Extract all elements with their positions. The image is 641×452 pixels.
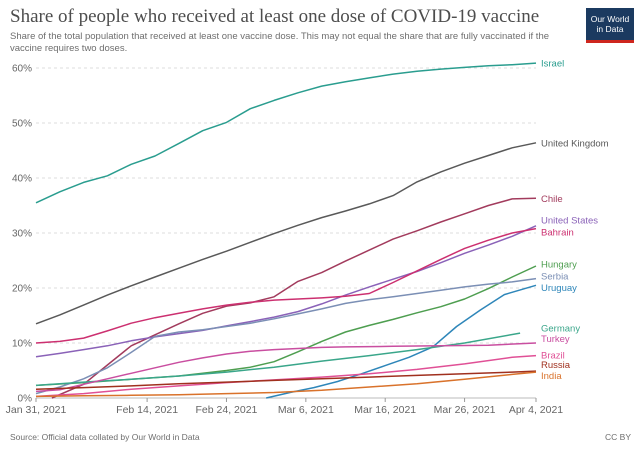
series-line — [35, 225, 537, 358]
series-line — [35, 62, 537, 204]
x-tick-label: Apr 4, 2021 — [509, 404, 563, 416]
x-tick-label: Feb 14, 2021 — [116, 404, 178, 416]
x-tick-label: Jan 31, 2021 — [6, 404, 67, 416]
y-tick-label: 40% — [12, 174, 32, 185]
y-tick-label: 20% — [12, 284, 32, 295]
series-end-label: Israel — [541, 59, 564, 70]
series-line — [35, 277, 537, 395]
series-end-label: Hungary — [541, 259, 577, 270]
series-line — [35, 332, 521, 387]
series-end-label: Russia — [541, 360, 571, 371]
source-note: Source: Official data collated by Our Wo… — [10, 432, 200, 442]
series-line — [35, 342, 537, 393]
logo-line-1: Our World — [590, 14, 630, 24]
series-line — [35, 371, 537, 398]
series-end-label: Turkey — [541, 334, 570, 345]
series-end-label: Germany — [541, 324, 580, 335]
series-line — [51, 197, 537, 399]
series-end-label: Brazil — [541, 351, 565, 362]
chart-title: Share of people who received at least on… — [10, 6, 540, 27]
series-line — [35, 265, 537, 387]
x-tick-label: Mar 26, 2021 — [434, 404, 496, 416]
y-tick-label: 10% — [12, 339, 32, 350]
x-tick-label: Mar 6, 2021 — [278, 404, 334, 416]
series-end-label: Serbia — [541, 271, 569, 282]
series-line — [35, 354, 537, 398]
y-tick-label: 50% — [12, 119, 32, 130]
y-tick-label: 30% — [12, 229, 32, 240]
series-end-label: Uruguay — [541, 283, 577, 294]
series-line — [266, 284, 537, 399]
y-tick-label: 0% — [18, 394, 33, 405]
chart-subtitle: Share of the total population that recei… — [10, 31, 550, 54]
series-end-label: India — [541, 371, 562, 382]
logo-line-2: in Data — [596, 24, 624, 34]
y-tick-label: 60% — [12, 64, 32, 75]
series-line — [35, 142, 537, 325]
series-end-label: Bahrain — [541, 227, 574, 238]
x-tick-label: Mar 16, 2021 — [354, 404, 416, 416]
license-label[interactable]: CC BY — [605, 432, 631, 442]
series-line — [35, 370, 537, 390]
series-line — [35, 227, 537, 344]
series-end-label: Chile — [541, 194, 563, 205]
series-end-label: United Kingdom — [541, 138, 609, 149]
owid-logo[interactable]: Our World in Data — [586, 8, 634, 43]
series-end-label: United States — [541, 215, 598, 226]
x-tick-label: Feb 24, 2021 — [196, 404, 258, 416]
